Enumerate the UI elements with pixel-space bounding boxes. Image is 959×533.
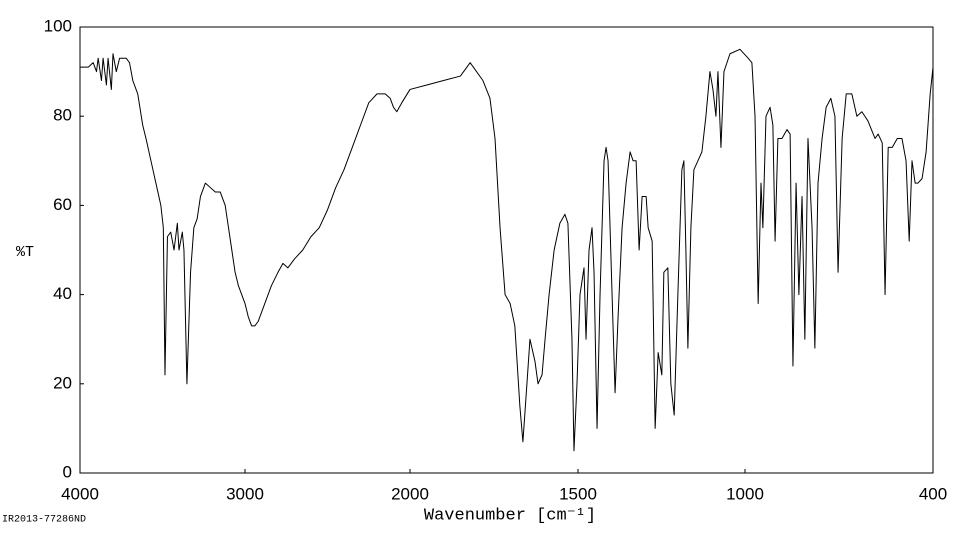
y-tick-label: 40 (53, 284, 72, 303)
plot-frame (79, 26, 934, 474)
x-tick-label: 2000 (391, 484, 429, 503)
x-tick-label: 1500 (559, 484, 597, 503)
x-tick-label: 400 (919, 484, 947, 503)
x-tick-label: 4000 (61, 484, 99, 503)
y-tick-label: 60 (53, 195, 72, 214)
y-tick-label: 0 (63, 462, 72, 481)
y-tick-label: 80 (53, 106, 72, 125)
footer-id: IR2013-77286ND (2, 515, 86, 526)
x-axis-label: Wavenumber [cm⁻¹] (424, 506, 596, 525)
x-tick-label: 1000 (726, 484, 764, 503)
y-tick-label: 20 (53, 373, 72, 392)
spectrum-line (80, 48, 934, 452)
y-axis-label: %T (16, 244, 34, 261)
x-tick-label: 3000 (226, 484, 264, 503)
y-tick-label: 100 (44, 16, 72, 35)
